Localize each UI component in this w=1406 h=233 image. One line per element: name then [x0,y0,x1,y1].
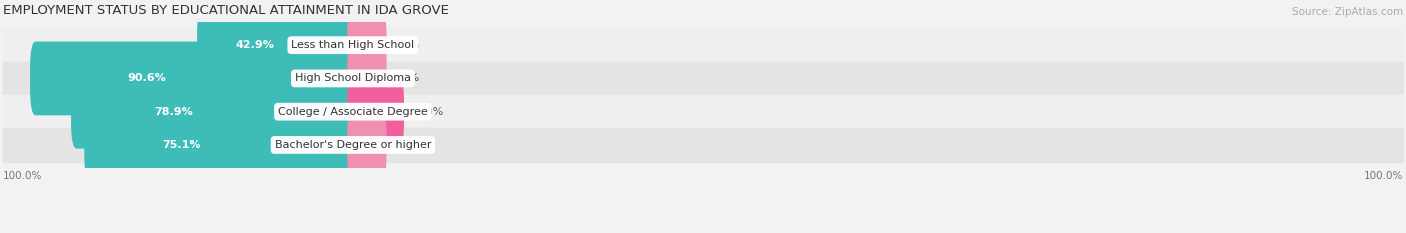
Text: 78.9%: 78.9% [155,107,193,117]
Text: 13.0%: 13.0% [409,107,444,117]
FancyBboxPatch shape [347,41,387,115]
Text: High School Diploma: High School Diploma [295,73,411,83]
Bar [3,128,1403,161]
Text: 0.0%: 0.0% [391,73,419,83]
FancyBboxPatch shape [84,108,359,182]
Text: Source: ZipAtlas.com: Source: ZipAtlas.com [1292,7,1403,17]
Text: 75.1%: 75.1% [163,140,201,150]
Text: 42.9%: 42.9% [236,40,274,50]
Text: College / Associate Degree: College / Associate Degree [278,107,427,117]
Text: EMPLOYMENT STATUS BY EDUCATIONAL ATTAINMENT IN IDA GROVE: EMPLOYMENT STATUS BY EDUCATIONAL ATTAINM… [3,4,449,17]
Text: Bachelor's Degree or higher: Bachelor's Degree or higher [274,140,432,150]
FancyBboxPatch shape [30,41,359,115]
Text: Less than High School: Less than High School [291,40,415,50]
FancyBboxPatch shape [347,8,387,82]
FancyBboxPatch shape [347,75,404,149]
FancyBboxPatch shape [197,8,359,82]
Text: 100.0%: 100.0% [1364,171,1403,181]
FancyBboxPatch shape [72,75,359,149]
Text: 0.0%: 0.0% [391,40,419,50]
Text: 100.0%: 100.0% [3,171,42,181]
Text: 0.0%: 0.0% [391,140,419,150]
Bar [3,29,1403,62]
Text: 90.6%: 90.6% [128,73,166,83]
Bar [3,62,1403,95]
FancyBboxPatch shape [347,108,387,182]
Bar [3,95,1403,128]
